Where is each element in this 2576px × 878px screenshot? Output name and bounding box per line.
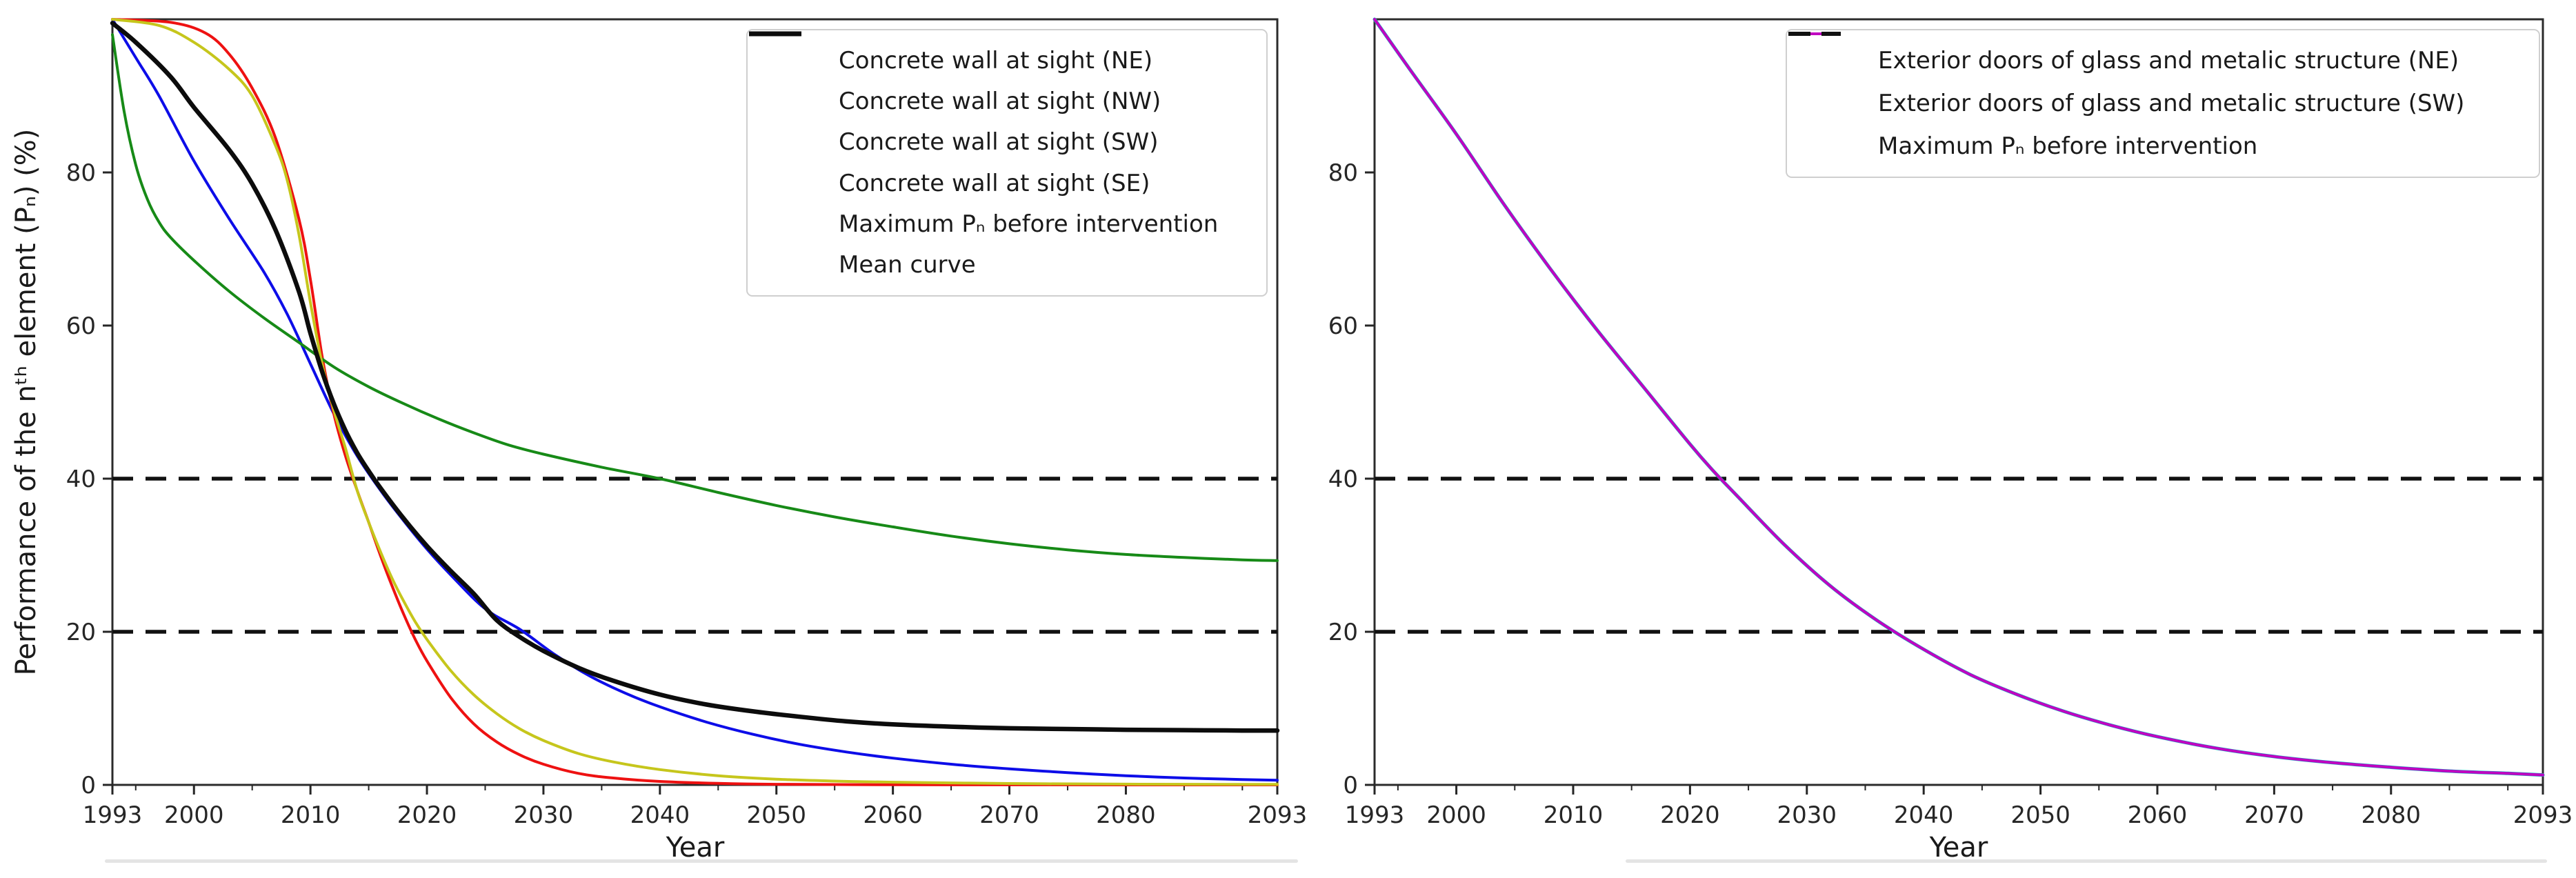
- x-tick-label: 2000: [1426, 801, 1486, 829]
- y-axis-ticks: 0 20 40 60 80: [1328, 159, 1375, 799]
- legend-item-label: Concrete wall at sight (SW): [839, 128, 1159, 157]
- x-tick-label: 2040: [630, 801, 690, 829]
- series-curve: [110, 21, 1280, 733]
- legend-item: Exterior doors of glass and metalic stru…: [1788, 32, 2518, 117]
- legend-item: Mean curve: [749, 31, 1246, 279]
- series-curve: [111, 18, 1279, 782]
- bottom-divider-right: [1626, 859, 2547, 863]
- axes-frame: [1373, 18, 2544, 786]
- x-tick-label: 2080: [2362, 801, 2422, 829]
- y-tick-label: 0: [1343, 772, 1358, 799]
- x-tick-label: 2060: [863, 801, 923, 829]
- y-tick-label: 40: [66, 466, 96, 493]
- x-tick-label: 2080: [1096, 801, 1156, 829]
- legend-item: Exterior doors of glass and metalic stru…: [1788, 32, 2518, 74]
- legend-item: Concrete wall at sight (SE): [749, 32, 1246, 197]
- series-curve: [1373, 18, 2544, 777]
- legend-right: Exterior doors of glass and metalic stru…: [1786, 29, 2540, 178]
- x-tick-label: 2060: [2128, 801, 2188, 829]
- x-tick-label: 2040: [1894, 801, 1954, 829]
- bottom-divider-left: [105, 859, 1298, 863]
- legend-item-label: Mean curve: [839, 250, 976, 279]
- y-tick-label: 20: [1328, 619, 1358, 646]
- y-tick-label: 0: [81, 772, 96, 799]
- x-tick-label: 2020: [1660, 801, 1720, 829]
- y-axis-ticks: 0 20 40 60 80: [66, 159, 112, 799]
- y-tick-label: 80: [1328, 159, 1358, 187]
- x-tick-label: 2010: [281, 801, 341, 829]
- y-tick-label: 60: [66, 312, 96, 340]
- series-curve: [111, 18, 1279, 787]
- series-curve: [111, 18, 1279, 786]
- x-tick-label: 2070: [979, 801, 1039, 829]
- legend-item-label: Maximum Pₙ before intervention: [1878, 132, 2258, 160]
- right-chart-plot-area: 1993 2000 2010 2020 2030 2040 2050 2060 2070 2080…: [1328, 17, 2573, 829]
- left-chart-plot-area: 1993 2000 2010 2020 2030 2040 2050 2060 2070 2080…: [66, 18, 1308, 829]
- x-tick-label: 2030: [1777, 801, 1837, 829]
- x-tick-label: 2010: [1544, 801, 1604, 829]
- y-tick-label: 40: [1328, 466, 1358, 493]
- x-tick-label: 2070: [2244, 801, 2304, 829]
- legend-item-label: Maximum Pₙ before intervention: [839, 210, 1219, 238]
- left-y-axis-label: Performance of the nᵗʰ element (Pₙ) (%): [10, 128, 42, 676]
- legend-item: Maximum Pₙ before intervention: [749, 32, 1246, 238]
- y-tick-label: 60: [1328, 312, 1358, 340]
- axes-frame: [111, 18, 1279, 786]
- right-x-axis-label: Year: [1929, 832, 1988, 864]
- x-tick-label: 2020: [397, 801, 457, 829]
- legend-item-label: Exterior doors of glass and metalic stru…: [1878, 47, 2459, 74]
- legend-item: Maximum Pₙ before intervention: [1788, 32, 2518, 160]
- x-tick-label: 2030: [514, 801, 574, 829]
- left-x-axis-label: Year: [666, 832, 725, 864]
- series-curve: [111, 33, 1279, 562]
- legend-left: Concrete wall at sight (NE) Concrete wall…: [746, 29, 1268, 297]
- legend-item-label: Concrete wall at sight (NW): [839, 88, 1161, 116]
- legend-item: Concrete wall at sight (SW): [749, 32, 1246, 157]
- x-tick-label: 2093: [1248, 801, 1308, 829]
- x-tick-label: 1993: [83, 801, 143, 829]
- x-axis-ticks: 1993 2000 2010 2020 2030 2040 2050 2060 2070 2080…: [1345, 785, 2573, 829]
- x-tick-label: 2000: [164, 801, 224, 829]
- legend-item-label: Concrete wall at sight (NE): [839, 47, 1153, 74]
- legend-item-label: Exterior doors of glass and metalic stru…: [1878, 90, 2465, 117]
- legend-item-label: Concrete wall at sight (SE): [839, 169, 1150, 197]
- x-axis-ticks: 1993 2000 2010 2020 2030 2040 2050 2060 2070 2080…: [83, 785, 1308, 829]
- y-tick-label: 80: [66, 159, 96, 187]
- x-tick-label: 1993: [1345, 801, 1405, 829]
- x-tick-label: 2050: [746, 801, 806, 829]
- legend-item: Concrete wall at sight (NE): [749, 32, 1246, 74]
- y-tick-label: 20: [66, 619, 96, 646]
- x-tick-label: 2050: [2010, 801, 2070, 829]
- x-tick-label: 2093: [2513, 801, 2573, 829]
- legend-item: Concrete wall at sight (NW): [749, 32, 1246, 116]
